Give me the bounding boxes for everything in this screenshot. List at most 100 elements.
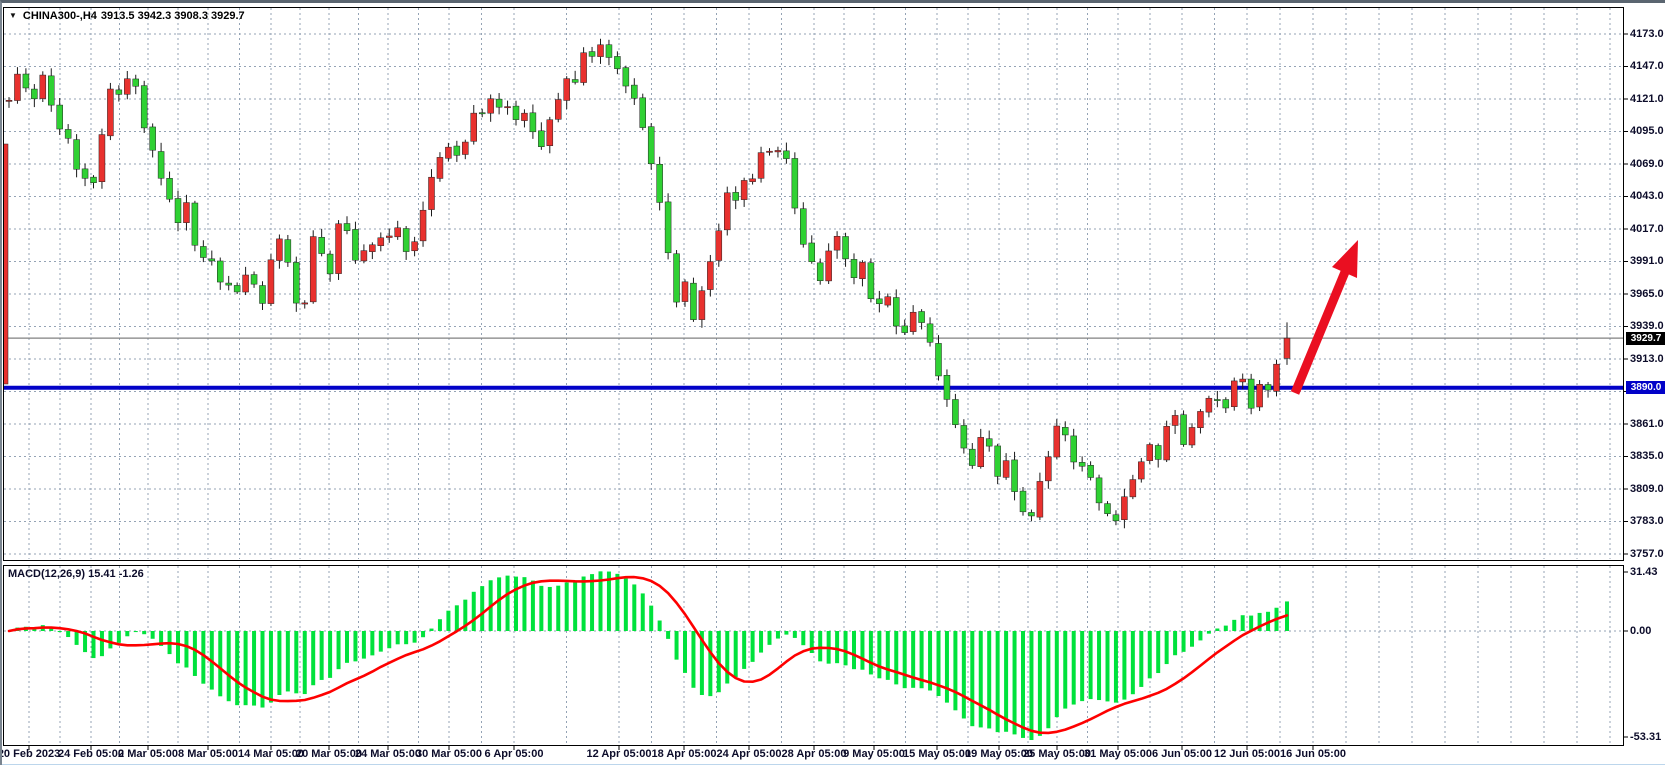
macd-histogram-bar xyxy=(497,577,502,631)
macd-indicator-area[interactable] xyxy=(3,565,1624,746)
candle-bear xyxy=(1078,462,1086,467)
macd-histogram-bar xyxy=(91,631,96,659)
candle-bear xyxy=(512,105,520,120)
candle-bull xyxy=(884,296,892,306)
candle-bear xyxy=(352,229,359,261)
price-tick-label: 4147.0 xyxy=(1630,60,1664,72)
time-label: 2 Mar 05:00 xyxy=(118,748,178,760)
macd-histogram-bar xyxy=(1105,631,1110,702)
time-label: 16 Jun 05:00 xyxy=(1279,748,1347,760)
candle-bull xyxy=(698,290,706,320)
candle-bull xyxy=(369,244,376,252)
macd-histogram-bar xyxy=(615,573,620,631)
macd-histogram-bar xyxy=(463,599,468,631)
macd-histogram-bar xyxy=(1046,631,1051,729)
macd-histogram-bar xyxy=(99,631,104,657)
macd-signal-line xyxy=(7,575,1289,735)
candle-bull xyxy=(1163,426,1170,461)
candle-bull xyxy=(546,119,554,146)
candle-bull xyxy=(1036,481,1044,518)
macd-histogram-bar xyxy=(801,631,806,646)
candle-bull xyxy=(5,100,13,102)
macd-axis-zero: 0.00 xyxy=(1630,625,1652,637)
macd-histogram-bar xyxy=(987,631,992,729)
candle-bear xyxy=(816,262,824,281)
candle-bull xyxy=(740,180,748,200)
macd-histogram-bar xyxy=(936,631,941,696)
candle-bull xyxy=(1045,456,1052,482)
macd-histogram-bar xyxy=(970,631,975,727)
macd-histogram-bar xyxy=(142,631,147,635)
macd-histogram-bar xyxy=(412,631,417,643)
candle-bear xyxy=(994,445,1001,477)
macd-histogram-bar xyxy=(1147,631,1152,679)
price-tick-label: 4017.0 xyxy=(1630,222,1664,235)
macd-histogram-bar xyxy=(49,627,54,631)
macd-histogram-bar xyxy=(666,631,671,639)
candle-bull xyxy=(1053,425,1061,458)
macd-signal-value: -1.26 xyxy=(118,568,144,580)
macd-histogram-bar xyxy=(378,631,383,652)
macd-histogram-bar xyxy=(1080,631,1085,702)
current-price-badge: 3929.7 xyxy=(1626,331,1665,345)
macd-axis-min: -53.31 xyxy=(1630,731,1662,743)
candle-bear xyxy=(1062,427,1069,436)
candle-bull xyxy=(301,302,308,305)
candle-bear xyxy=(690,282,697,320)
trend-arrow-shaft[interactable] xyxy=(1290,270,1350,395)
candle-bull xyxy=(276,238,283,261)
macd-histogram-bar xyxy=(311,631,316,686)
ohlc-values: 3913.5 3942.3 3908.3 3929.7 xyxy=(100,10,245,22)
candle-bear xyxy=(1011,459,1018,492)
time-label: 28 Apr 05:00 xyxy=(781,748,847,760)
candle-bull xyxy=(1146,444,1153,461)
price-tick-label: 4043.0 xyxy=(1630,190,1664,202)
candle-bear xyxy=(960,425,968,449)
candle-bull xyxy=(1205,397,1213,413)
candle-bull xyxy=(436,157,444,179)
symbol-period-label: CHINA300-,H4 xyxy=(22,10,97,22)
macd-histogram-bar xyxy=(564,582,569,631)
candle-bull xyxy=(1273,363,1280,392)
trend-arrow-head-icon[interactable] xyxy=(1332,240,1358,278)
macd-histogram-bar xyxy=(1164,631,1169,665)
macd-histogram-bar xyxy=(1004,631,1009,732)
candle-bull xyxy=(1138,461,1145,480)
candle-bull xyxy=(1197,411,1204,428)
candle-bear xyxy=(969,448,976,466)
macd-histogram-bar xyxy=(1054,631,1059,718)
macd-histogram-bar xyxy=(843,631,848,666)
candle-bull xyxy=(774,150,782,153)
chevron-down-icon[interactable]: ▼ xyxy=(9,11,17,20)
candle-bear xyxy=(791,158,799,209)
macd-histogram-bar xyxy=(860,631,865,670)
candle-bull xyxy=(977,437,984,467)
macd-histogram-bar xyxy=(623,578,628,631)
macd-histogram-bar xyxy=(902,631,907,689)
macd-histogram-bar xyxy=(446,610,451,631)
macd-histogram-bar xyxy=(573,580,578,631)
candle-bull xyxy=(833,235,841,251)
candle-bear xyxy=(200,246,207,258)
macd-histogram-bar xyxy=(944,631,949,703)
macd-histogram-bar xyxy=(302,631,307,695)
time-label: 8 Mar 05:00 xyxy=(178,748,238,760)
time-label: 6 Jun 05:00 xyxy=(1152,748,1212,760)
macd-histogram-bar xyxy=(471,591,476,631)
candle-bear xyxy=(605,44,613,58)
macd-histogram-bar xyxy=(928,631,933,691)
time-label: 24 Apr 05:00 xyxy=(716,748,782,760)
price-chart-area[interactable] xyxy=(3,7,1624,561)
price-tick-label: 3757.0 xyxy=(1630,547,1664,560)
candle-bear xyxy=(1247,378,1255,409)
macd-histogram-bar xyxy=(691,631,696,688)
candle-bear xyxy=(614,56,621,69)
candle-bull xyxy=(859,262,866,279)
candle-bear xyxy=(622,67,630,87)
macd-histogram-bar xyxy=(514,576,518,631)
price-tick-label: 4173.0 xyxy=(1630,27,1664,40)
macd-histogram-bar xyxy=(1088,631,1093,700)
time-axis[interactable]: 20 Feb 2023 24 Feb 05:00 2 Mar 05:00 8 Mar … xyxy=(2,747,1665,765)
price-tick-label: 3913.0 xyxy=(1630,352,1664,365)
